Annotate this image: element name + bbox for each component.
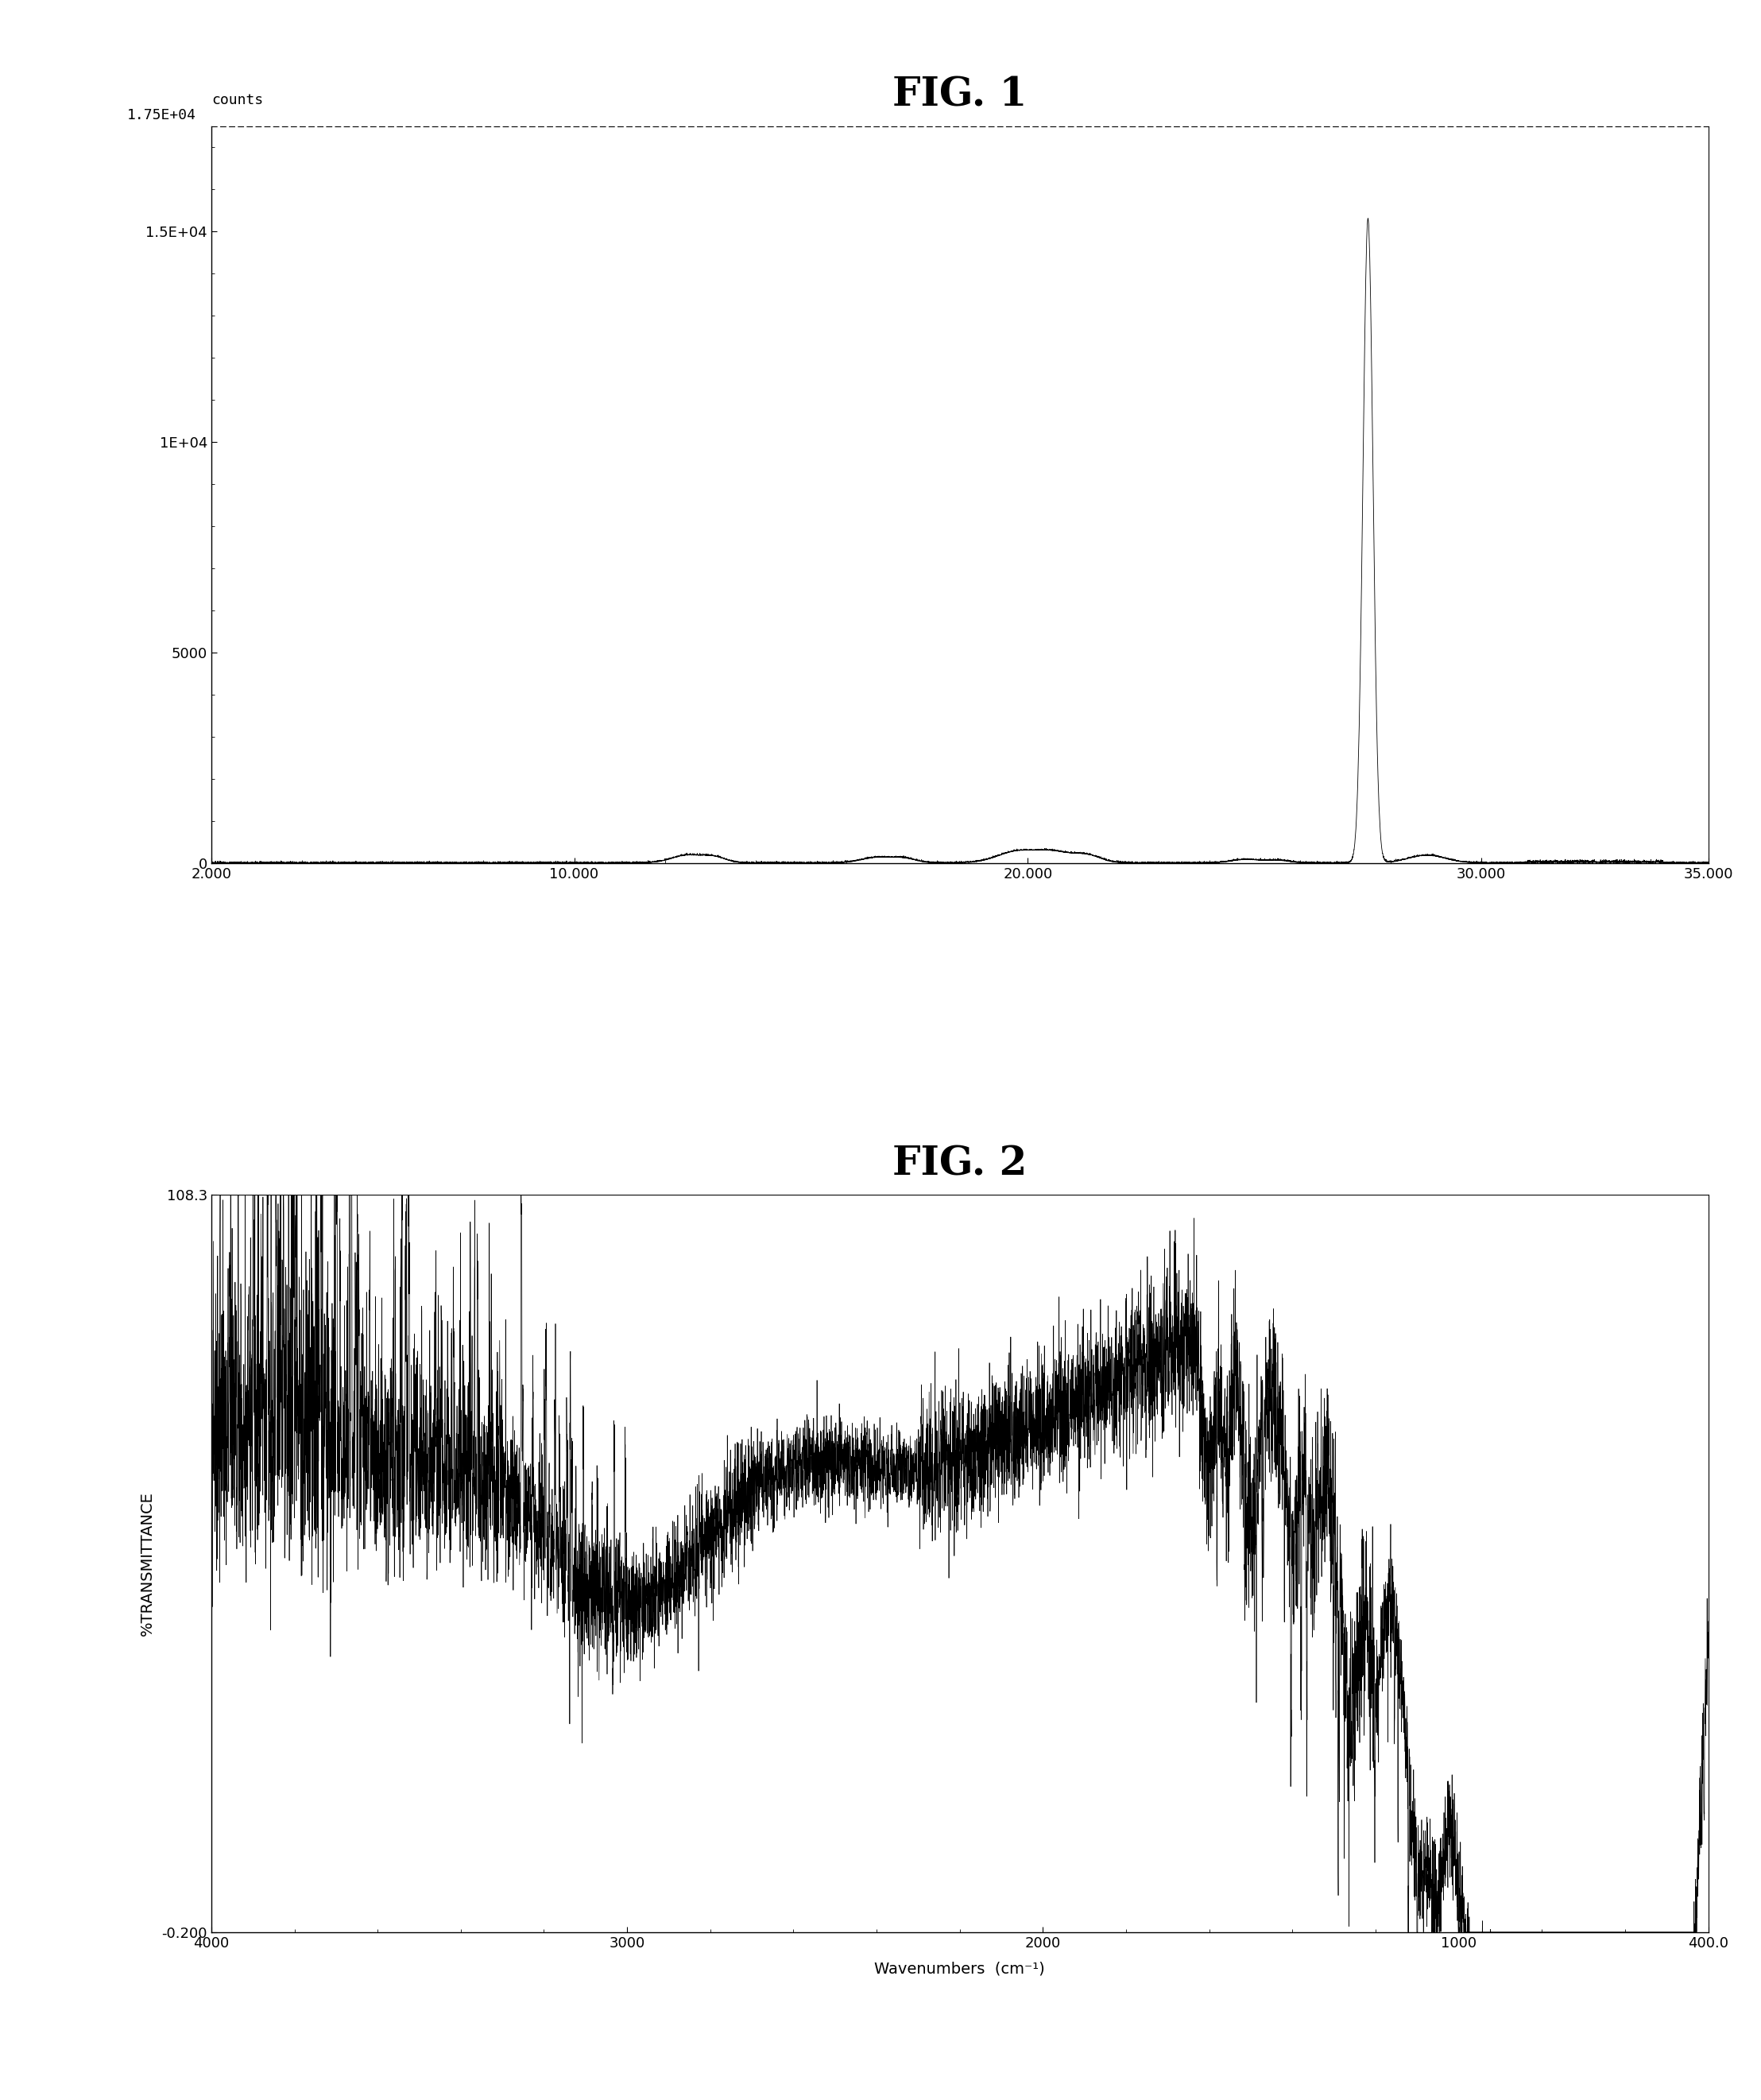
Text: counts: counts <box>211 92 262 107</box>
Text: 1.75E+04: 1.75E+04 <box>127 107 197 122</box>
Title: FIG. 2: FIG. 2 <box>893 1144 1027 1184</box>
X-axis label: Wavenumbers  (cm⁻¹): Wavenumbers (cm⁻¹) <box>875 1961 1044 1976</box>
Y-axis label: %TRANSMITTANCE: %TRANSMITTANCE <box>141 1491 155 1636</box>
Title: FIG. 1: FIG. 1 <box>893 76 1027 116</box>
